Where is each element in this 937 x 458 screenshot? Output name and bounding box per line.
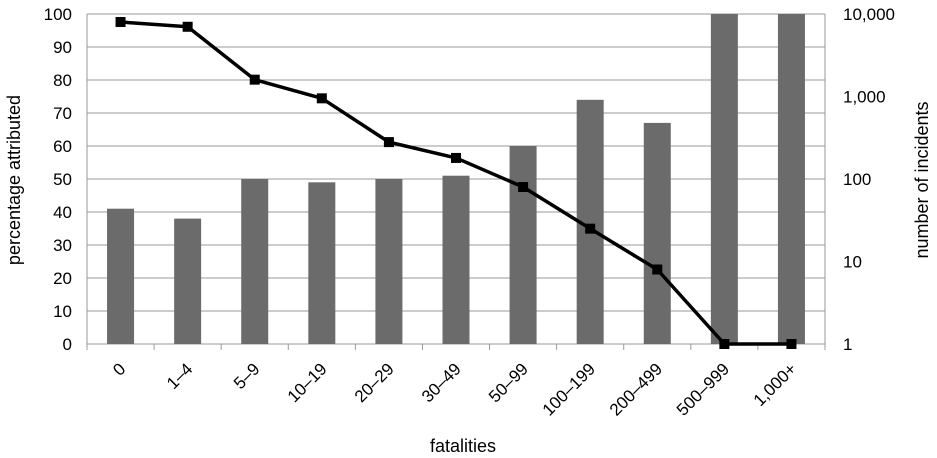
left-tick-label: 90	[53, 38, 72, 57]
x-tick-label: 5–9	[230, 359, 263, 392]
bar	[375, 179, 403, 344]
line-marker	[316, 93, 327, 104]
line-marker	[652, 264, 663, 275]
bar	[442, 175, 470, 344]
x-tick-label: 200–499	[606, 359, 666, 419]
x-axis-ticks: 0 1–4 5–9 10–19 20–29 30–49 50–99 100–199 200–49…	[109, 359, 800, 419]
line-marker	[182, 21, 193, 32]
right-axis-title: number of incidents	[912, 101, 932, 258]
x-tick-label: 500–999	[673, 359, 733, 419]
left-axis-ticks: 0 10 20 30 40 50 60 70 80 90 100	[44, 5, 72, 354]
right-tick-label: 1	[843, 335, 852, 354]
left-tick-label: 30	[53, 236, 72, 255]
line-marker	[115, 16, 126, 27]
x-tick-label: 100–199	[539, 359, 599, 419]
left-tick-label: 10	[53, 302, 72, 321]
left-tick-label: 40	[53, 203, 72, 222]
bar	[241, 179, 269, 344]
x-axis-title: fatalities	[430, 436, 496, 456]
bar	[710, 14, 738, 344]
right-tick-label: 100	[843, 170, 871, 189]
bar	[643, 122, 671, 345]
line-series	[115, 16, 797, 349]
x-tick-label: 1–4	[163, 359, 196, 392]
bar	[777, 14, 805, 344]
x-tick-label: 30–49	[418, 359, 465, 406]
left-tick-label: 0	[63, 335, 72, 354]
line-marker	[383, 137, 394, 148]
line-marker	[786, 339, 797, 349]
right-tick-label: 10,000	[843, 5, 895, 24]
bar	[308, 182, 336, 344]
x-tick-label: 10–19	[284, 359, 331, 406]
bar	[107, 208, 135, 344]
x-tick-label: 50–99	[485, 359, 532, 406]
left-tick-label: 60	[53, 137, 72, 156]
line-marker	[719, 339, 730, 349]
line-marker	[518, 181, 529, 192]
left-axis-title: percentage attributed	[4, 95, 24, 265]
x-tick-label: 20–29	[351, 359, 398, 406]
left-tick-label: 100	[44, 5, 72, 24]
bar	[174, 218, 202, 344]
line-marker	[451, 152, 461, 163]
line-marker	[249, 74, 260, 85]
bar-series	[107, 14, 805, 345]
left-tick-label: 80	[53, 71, 72, 90]
left-tick-label: 50	[53, 170, 72, 189]
x-tick-label: 0	[109, 359, 129, 379]
bar	[509, 146, 537, 344]
right-tick-label: 10	[843, 253, 862, 272]
x-tick-label: 1,000+	[750, 359, 801, 410]
line-marker	[585, 223, 596, 234]
right-axis-ticks: 1 10 100 1,000 10,000	[843, 5, 895, 354]
left-tick-label: 20	[53, 269, 72, 288]
right-tick-label: 1,000	[843, 88, 886, 107]
left-tick-label: 70	[53, 104, 72, 123]
